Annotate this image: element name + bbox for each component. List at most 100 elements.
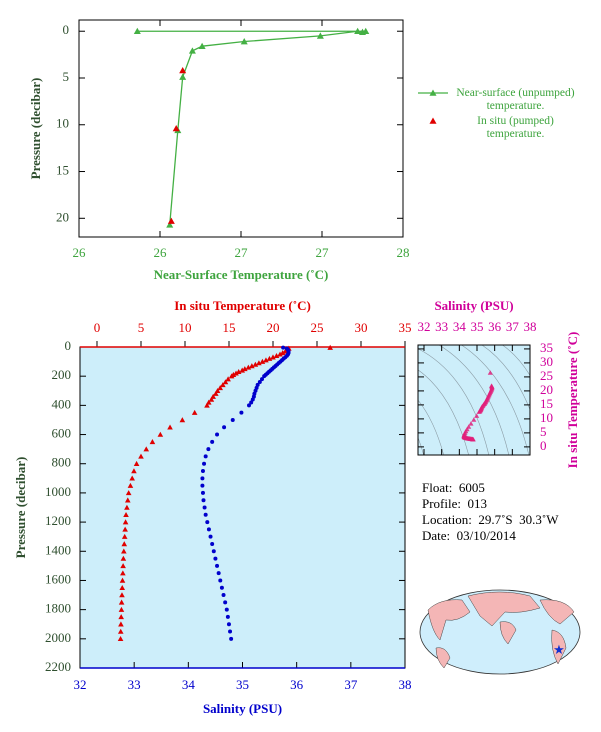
- y-tick-label: 0: [65, 338, 72, 353]
- marker: [221, 593, 226, 598]
- marker: [118, 606, 125, 612]
- x-tick-label: 32: [74, 677, 87, 692]
- marker: [247, 403, 251, 408]
- plot-frame: [417, 344, 531, 456]
- y-tick-label: 5: [63, 69, 70, 84]
- marker: [117, 636, 124, 642]
- marker: [202, 461, 207, 466]
- y-tick-label: 0: [540, 438, 547, 453]
- y-tick-label: 200: [52, 367, 72, 382]
- marker: [250, 397, 255, 402]
- marker: [118, 599, 125, 605]
- y-axis-title: In situ Temperature (˚C): [565, 332, 580, 469]
- marker: [191, 409, 198, 415]
- marker: [208, 534, 213, 539]
- marker: [131, 468, 137, 474]
- marker: [222, 379, 229, 385]
- legend-label: In situ (pumped) temperature.: [477, 115, 554, 140]
- x-tick-label: 35: [399, 320, 412, 335]
- marker: [172, 125, 180, 132]
- info-line: Date: 03/10/2014: [422, 528, 516, 543]
- marker: [118, 614, 124, 620]
- x-axis-title: Salinity (PSU): [203, 701, 282, 716]
- x-axis-title: Salinity (PSU): [434, 298, 513, 313]
- marker: [124, 497, 131, 503]
- marker: [218, 578, 223, 583]
- y-tick-label: 25: [540, 368, 553, 383]
- x-tick-label: 27: [316, 245, 330, 260]
- x-tick-label: 25: [310, 320, 323, 335]
- ts-point: [474, 413, 480, 418]
- marker: [270, 354, 276, 360]
- marker: [143, 446, 150, 452]
- x-tick-label: 28: [397, 245, 410, 260]
- ts-point: [476, 409, 482, 414]
- y-tick-label: 15: [540, 396, 553, 411]
- marker: [239, 410, 244, 415]
- x-tick-label: 38: [524, 319, 537, 334]
- y-tick-label: 10: [540, 410, 553, 425]
- marker: [188, 47, 196, 54]
- marker: [121, 548, 127, 554]
- y-tick-label: 15: [56, 163, 69, 178]
- y-tick-label: 600: [52, 426, 72, 441]
- marker: [149, 439, 156, 445]
- y-tick-label: 400: [52, 396, 72, 411]
- ts-point: [471, 417, 477, 422]
- info-line: Profile: 013: [422, 496, 487, 511]
- legend-marker: [429, 89, 437, 96]
- x2-axis-title: In situ Temperature (˚C): [174, 298, 311, 313]
- x-tick-label: 5: [138, 320, 145, 335]
- marker: [212, 390, 219, 396]
- marker: [179, 417, 186, 423]
- x-tick-label: 36: [488, 319, 502, 334]
- marker: [213, 556, 218, 561]
- marker: [262, 374, 267, 379]
- marker: [226, 622, 231, 627]
- legend-marker: [429, 117, 437, 124]
- marker: [129, 475, 135, 481]
- marker: [210, 439, 215, 444]
- y-tick-label: 10: [56, 116, 69, 131]
- marker: [259, 358, 266, 364]
- x-tick-label: 33: [435, 319, 448, 334]
- x-tick-label: 37: [344, 677, 358, 692]
- marker: [120, 570, 126, 576]
- x-tick-label: 36: [290, 677, 304, 692]
- marker: [215, 563, 220, 568]
- marker: [202, 505, 207, 510]
- marker: [281, 345, 286, 350]
- y-axis-title: Pressure (decibar): [28, 78, 43, 180]
- marker: [228, 629, 233, 634]
- marker: [133, 460, 140, 466]
- marker: [266, 355, 273, 361]
- marker: [277, 351, 283, 357]
- marker: [215, 432, 220, 437]
- marker: [210, 541, 215, 546]
- marker: [123, 511, 129, 518]
- marker: [263, 357, 269, 363]
- y-tick-label: 1400: [45, 542, 71, 557]
- marker: [273, 352, 280, 358]
- marker: [122, 526, 128, 532]
- marker: [166, 221, 174, 228]
- marker: [252, 361, 259, 367]
- marker: [200, 490, 205, 495]
- y-tick-label: 800: [52, 455, 72, 470]
- x-tick-label: 26: [73, 245, 87, 260]
- marker: [354, 27, 362, 35]
- ts-background: [418, 345, 530, 455]
- x-axis-title: Near-Surface Temperature (˚C): [154, 267, 329, 282]
- x-tick-label: 20: [266, 320, 279, 335]
- marker: [224, 607, 229, 612]
- marker: [120, 563, 126, 569]
- marker: [118, 621, 124, 627]
- marker: [205, 520, 210, 525]
- series-line: [137, 30, 366, 225]
- marker: [219, 585, 224, 590]
- marker: [223, 600, 228, 605]
- marker: [200, 476, 205, 481]
- x-tick-label: 35: [471, 319, 484, 334]
